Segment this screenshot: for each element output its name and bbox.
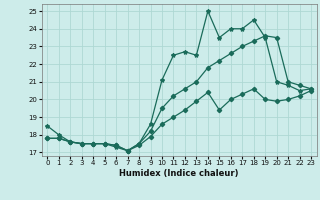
- X-axis label: Humidex (Indice chaleur): Humidex (Indice chaleur): [119, 169, 239, 178]
